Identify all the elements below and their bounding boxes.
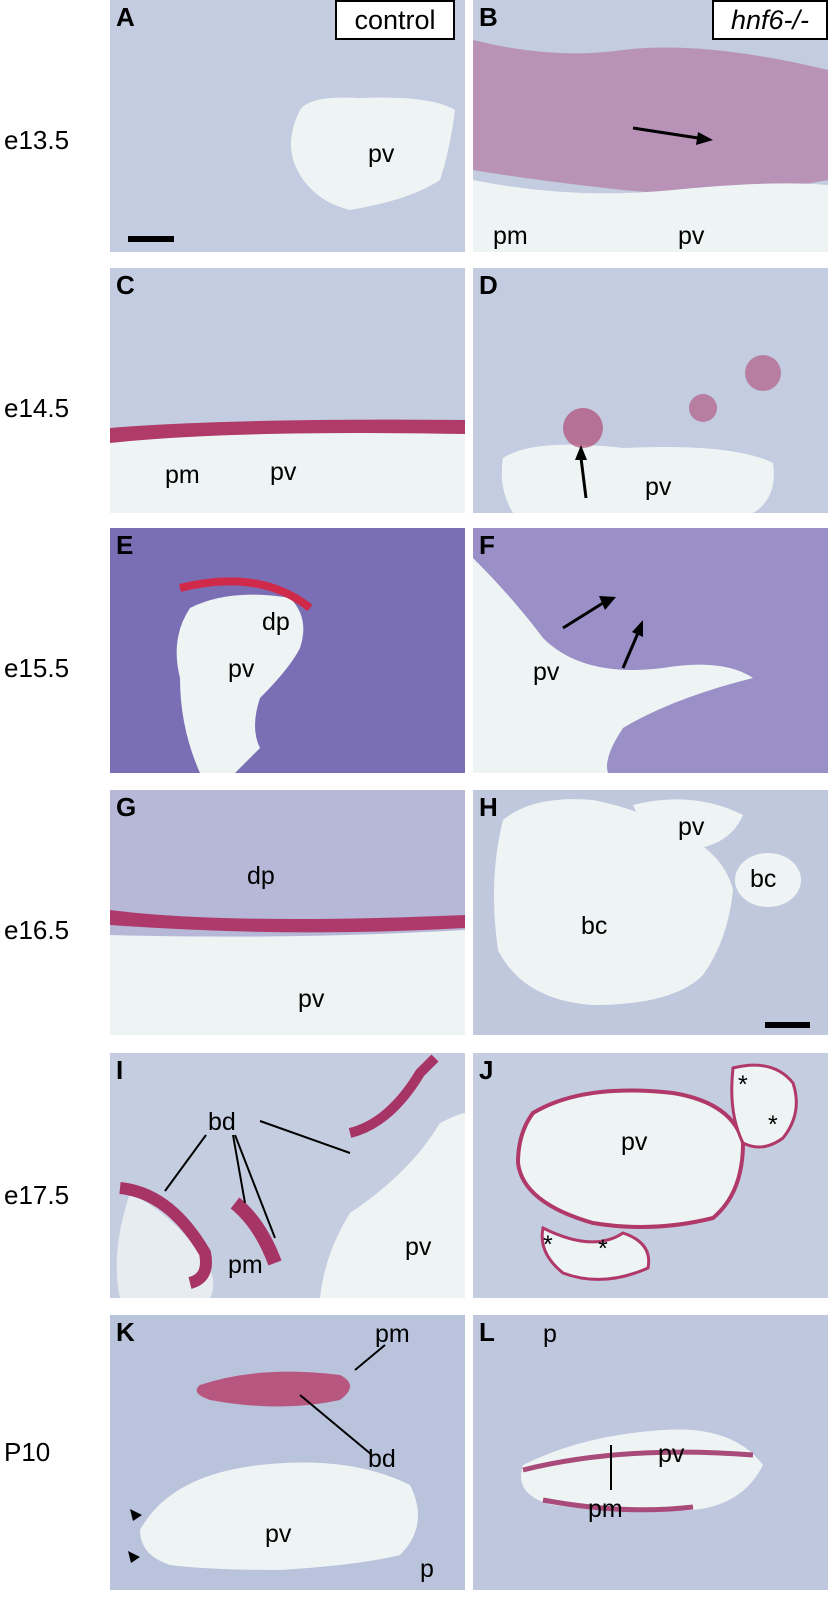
row-label-e14-5: e14.5: [4, 393, 70, 423]
panel-j: J pv * * * *: [473, 1053, 828, 1298]
panel-e: E dp pv: [110, 528, 465, 773]
label-dp: dp: [247, 862, 275, 890]
row-label-p10: P10: [4, 1437, 51, 1467]
label-pm: pm: [493, 222, 528, 250]
label-pv: pv: [533, 658, 560, 686]
panel-letter-i: I: [116, 1055, 124, 1085]
panel-a: A pv: [110, 0, 465, 252]
label-bc: bc: [581, 912, 608, 940]
label-bc: bc: [750, 865, 777, 893]
label-pv: pv: [621, 1128, 648, 1156]
micrograph-j: [473, 1053, 828, 1298]
micrograph-g: [110, 790, 465, 1035]
scale-bar: [128, 236, 174, 242]
label-pv: pv: [228, 655, 255, 683]
panel-letter-d: D: [479, 270, 498, 300]
micrograph-b: [473, 0, 828, 252]
panel-letter-e: E: [116, 530, 134, 560]
panel-h: H pv bc bc: [473, 790, 828, 1035]
asterisk-marker: *: [543, 1231, 553, 1259]
label-bd: bd: [368, 1445, 396, 1473]
label-pv: pv: [265, 1520, 292, 1548]
label-bd: bd: [208, 1108, 236, 1136]
micrograph-h: [473, 790, 828, 1035]
label-pm: pm: [588, 1495, 623, 1523]
row-label-e17-5: e17.5: [4, 1180, 70, 1210]
panel-d: D pv: [473, 268, 828, 513]
header-control: control: [335, 0, 455, 40]
label-p: p: [543, 1320, 557, 1348]
label-pm: pm: [228, 1251, 263, 1279]
row-label-e15-5: e15.5: [4, 653, 70, 683]
label-pm: pm: [375, 1320, 410, 1348]
micrograph-a: [110, 0, 465, 252]
label-pv: pv: [645, 473, 672, 501]
label-pm: pm: [165, 461, 200, 489]
micrograph-d: [473, 268, 828, 513]
micrograph-e: [110, 528, 465, 773]
asterisk-marker: *: [768, 1111, 778, 1139]
label-pv: pv: [298, 985, 325, 1013]
label-dp: dp: [262, 608, 290, 636]
micrograph-f: [473, 528, 828, 773]
micrograph-l: [473, 1315, 828, 1590]
panel-letter-b: B: [479, 2, 498, 32]
label-pv: pv: [270, 458, 297, 486]
asterisk-marker: *: [598, 1235, 608, 1263]
panel-c: C pm pv: [110, 268, 465, 513]
panel-letter-a: A: [116, 2, 135, 32]
panel-letter-g: G: [116, 792, 137, 822]
panel-f: F pv: [473, 528, 828, 773]
panel-b: B pm pv: [473, 0, 828, 252]
label-pv: pv: [678, 222, 705, 250]
micrograph-i: [110, 1053, 465, 1298]
panel-letter-h: H: [479, 792, 498, 822]
micrograph-k: [110, 1315, 465, 1590]
panel-letter-f: F: [479, 530, 495, 560]
panel-k: K pm bd pv p: [110, 1315, 465, 1590]
row-label-e13-5: e13.5: [4, 125, 70, 155]
panel-i: I bd pm pv: [110, 1053, 465, 1298]
micrograph-c: [110, 268, 465, 513]
asterisk-marker: *: [738, 1071, 748, 1099]
row-label-e16-5: e16.5: [4, 915, 70, 945]
panel-letter-l: L: [479, 1317, 495, 1347]
label-pv: pv: [678, 813, 705, 841]
panel-l: L p pv pm: [473, 1315, 828, 1590]
label-p: p: [420, 1555, 434, 1583]
panel-letter-k: K: [116, 1317, 135, 1347]
label-pv: pv: [405, 1233, 432, 1261]
panel-letter-c: C: [116, 270, 135, 300]
panel-letter-j: J: [479, 1055, 494, 1085]
panel-g: G dp pv: [110, 790, 465, 1035]
header-hnf6-ko: hnf6-/-: [712, 0, 828, 40]
label-pv: pv: [368, 140, 395, 168]
label-pv: pv: [658, 1440, 685, 1468]
